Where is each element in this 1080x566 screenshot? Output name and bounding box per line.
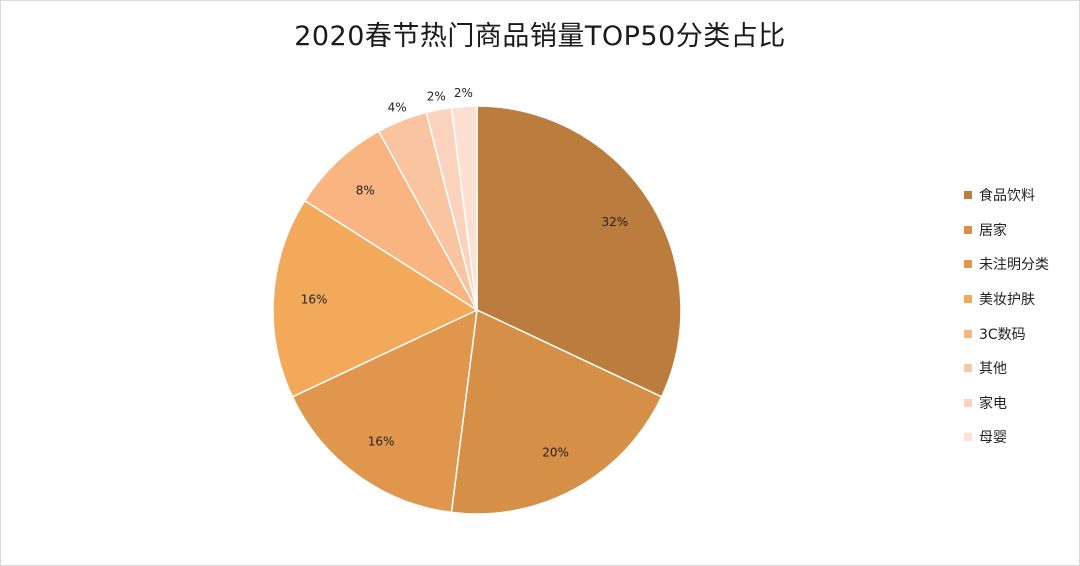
legend-label-4: 3C数码 xyxy=(979,326,1026,343)
pie-slice-2 xyxy=(291,308,478,514)
legend-item-7: 母婴 xyxy=(964,420,1049,455)
legend-label-3: 美妆护肤 xyxy=(979,292,1035,309)
legend-item-6: 家电 xyxy=(964,386,1049,421)
legend-swatch-0 xyxy=(964,191,972,200)
legend-swatch-7 xyxy=(964,433,972,442)
pie-label-7: 2% xyxy=(454,86,473,100)
legend-item-5: 其他 xyxy=(964,351,1049,386)
legend-item-3: 美妆护肤 xyxy=(964,282,1049,317)
legend-swatch-5 xyxy=(964,364,972,373)
pie-slices xyxy=(272,105,682,515)
pie-slice-3 xyxy=(272,199,479,398)
legend-label-0: 食品饮料 xyxy=(979,188,1035,205)
legend-swatch-2 xyxy=(964,260,972,269)
legend-swatch-3 xyxy=(964,295,972,304)
legend-item-4: 3C数码 xyxy=(964,316,1049,351)
pie-label-6: 2% xyxy=(427,89,446,103)
pie-label-0: 32% xyxy=(601,215,628,229)
legend-label-1: 居家 xyxy=(979,222,1007,239)
legend-label-7: 母婴 xyxy=(979,430,1007,447)
pie-label-4: 8% xyxy=(356,184,375,198)
legend-swatch-6 xyxy=(964,398,972,407)
legend-label-6: 家电 xyxy=(979,395,1007,412)
pie-slice-4 xyxy=(303,130,478,311)
pie-slice-0 xyxy=(476,105,682,398)
chart-title: 2020春节热门商品销量TOP50分类占比 xyxy=(294,21,786,52)
pie-label-3: 16% xyxy=(301,292,328,306)
legend-swatch-4 xyxy=(964,329,972,338)
legend-swatch-1 xyxy=(964,225,972,234)
pie-label-1: 20% xyxy=(542,446,569,460)
pie-slice-7 xyxy=(450,105,478,311)
legend-item-0: 食品饮料 xyxy=(964,178,1049,213)
legend-item-1: 居家 xyxy=(964,213,1049,248)
pie-label-2: 16% xyxy=(368,435,395,449)
legend-label-5: 其他 xyxy=(979,361,1007,378)
pie-slice-1 xyxy=(450,308,663,515)
pie-labels: 32% 20% 16% 16% 8% 4% 2% 2% xyxy=(301,86,628,460)
legend-item-2: 未注明分类 xyxy=(964,247,1049,282)
legend: 食品饮料居家未注明分类美妆护肤 3C数码其他家电母婴 xyxy=(964,178,1049,455)
legend-label-2: 未注明分类 xyxy=(979,257,1049,274)
pie-label-5: 4% xyxy=(388,101,407,115)
